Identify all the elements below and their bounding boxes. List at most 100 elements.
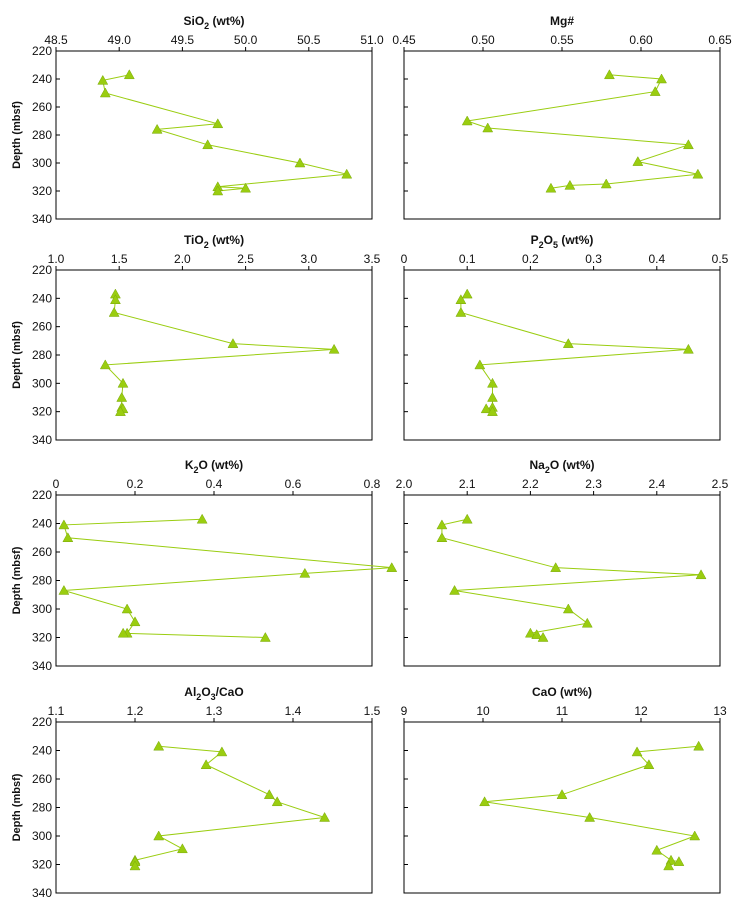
y-tick-label: 260 — [32, 772, 52, 786]
data-point-triangle — [603, 69, 615, 80]
x-tick-label: 1.0 — [48, 252, 65, 266]
title-text: (wt%) — [209, 233, 244, 247]
title-subscript: 2 — [196, 692, 201, 702]
y-tick-label: 220 — [32, 44, 52, 58]
x-tick-label: 10 — [476, 704, 490, 718]
data-point-triangle — [663, 860, 675, 871]
chart-title: SiO2 (wt%) — [183, 14, 244, 31]
data-point-triangle — [212, 118, 224, 129]
x-tick-label: 2.5 — [237, 252, 254, 266]
chart-panel-4: K2O (wt%) 0 0.2 0.4 0.6 0.8 220 240 260 280 300 320… — [11, 458, 398, 673]
data-point-triangle — [689, 830, 701, 841]
data-point-triangle — [62, 532, 74, 542]
data-point-triangle — [562, 603, 574, 614]
y-tick-label: 280 — [32, 348, 52, 362]
data-point-triangle — [487, 377, 498, 388]
y-tick-label: 300 — [32, 602, 52, 616]
series-line — [484, 745, 699, 867]
x-tick-label: 1.2 — [127, 704, 144, 718]
data-point-triangle — [115, 406, 126, 416]
data-point-triangle — [524, 627, 536, 638]
x-tick-label: 49.5 — [171, 33, 195, 47]
chart-panel-2: TiO2 (wt%) 1.0 1.5 2.0 2.5 3.0 3.5 220 240 260 280… — [11, 233, 381, 447]
x-tick-label: 2.0 — [174, 252, 191, 266]
title-subscript: 2 — [539, 240, 544, 250]
x-tick-label: 13 — [713, 704, 727, 718]
data-point-triangle — [227, 338, 239, 348]
data-point-triangle — [461, 115, 473, 126]
data-point-triangle — [294, 157, 306, 168]
x-tick-label: 0.2 — [522, 252, 539, 266]
data-point-triangle — [129, 860, 141, 871]
data-point-triangle — [651, 844, 663, 855]
y-tick-label: 320 — [32, 405, 52, 419]
y-axis-label: Depth (mbsf) — [11, 773, 23, 841]
x-tick-label: 1.5 — [111, 252, 128, 266]
data-point-triangle — [474, 359, 486, 370]
data-point-triangle — [116, 391, 128, 402]
data-point-triangle — [449, 584, 460, 595]
chart-panel-0: SiO2 (wt%) 48.5 49.0 49.5 50.0 50.5 51.0 220 240… — [11, 14, 384, 226]
data-point-triangle — [196, 513, 208, 524]
title-text: TiO — [184, 233, 204, 247]
data-point-triangle — [682, 343, 694, 354]
y-tick-label: 280 — [32, 128, 52, 142]
y-tick-label: 260 — [32, 100, 52, 114]
x-tick-label: 3.5 — [364, 252, 381, 266]
x-tick-label: 0.1 — [459, 252, 476, 266]
data-point-triangle — [216, 746, 228, 757]
series-line — [104, 294, 335, 412]
data-point-triangle — [649, 86, 661, 96]
x-tick-label: 0.45 — [392, 33, 416, 47]
x-tick-label: 2.1 — [459, 477, 476, 491]
title-text: /CaO — [216, 685, 244, 699]
y-tick-label: 340 — [32, 212, 52, 226]
y-tick-label: 220 — [32, 488, 52, 502]
chart-panel-5: Na2O (wt%) 2.0 2.1 2.2 2.3 2.4 2.5 — [396, 458, 729, 667]
plot-frame — [55, 269, 373, 441]
y-tick-label: 220 — [32, 715, 52, 729]
y-tick-label: 340 — [32, 886, 52, 900]
x-tick-label: 0.55 — [550, 33, 574, 47]
x-tick-label: 0.5 — [712, 252, 729, 266]
x-tick-label: 2.3 — [585, 477, 602, 491]
chart-title: Na2O (wt%) — [529, 458, 594, 475]
data-point-triangle — [695, 569, 707, 580]
data-point-triangle — [436, 519, 448, 530]
data-point-triangle — [259, 631, 271, 642]
x-tick-label: 11 — [556, 704, 569, 718]
title-text: O — [201, 685, 210, 699]
series-line — [460, 293, 689, 413]
x-tick-label: 0.50 — [471, 33, 495, 47]
data-point-triangle — [271, 796, 283, 807]
y-axis-label: Depth (mbsf) — [11, 546, 23, 614]
data-point-triangle — [97, 74, 109, 85]
x-tick-label: 0 — [53, 477, 60, 491]
plot-frame — [403, 494, 721, 667]
x-tick-label: 0.60 — [629, 33, 653, 47]
data-point-triangle — [129, 616, 141, 627]
x-tick-label: 48.5 — [44, 33, 68, 47]
title-text: O — [544, 233, 553, 247]
x-tick-label: 51.0 — [360, 33, 384, 47]
data-point-triangle — [117, 627, 129, 638]
data-point-triangle — [153, 740, 165, 751]
title-text: (wt%) — [558, 233, 593, 247]
x-tick-label: 1.5 — [364, 704, 381, 718]
data-point-triangle — [202, 139, 214, 150]
y-tick-label: 320 — [32, 858, 52, 872]
title-subscript: 5 — [553, 240, 558, 250]
plot-frame — [55, 721, 373, 894]
data-point-triangle — [200, 759, 212, 769]
title-text: Na — [529, 458, 545, 472]
y-tick-label: 280 — [32, 574, 52, 588]
data-point-triangle — [58, 519, 70, 530]
data-point-triangle — [99, 87, 111, 98]
data-point-triangle — [550, 562, 562, 572]
data-point-triangle — [656, 73, 667, 84]
data-point-triangle — [99, 359, 111, 370]
y-tick-label: 220 — [32, 263, 52, 277]
chart-panel-1: Mg# 0.45 0.50 0.55 0.60 0.65 — [392, 14, 732, 220]
x-tick-label: 0 — [401, 252, 408, 266]
